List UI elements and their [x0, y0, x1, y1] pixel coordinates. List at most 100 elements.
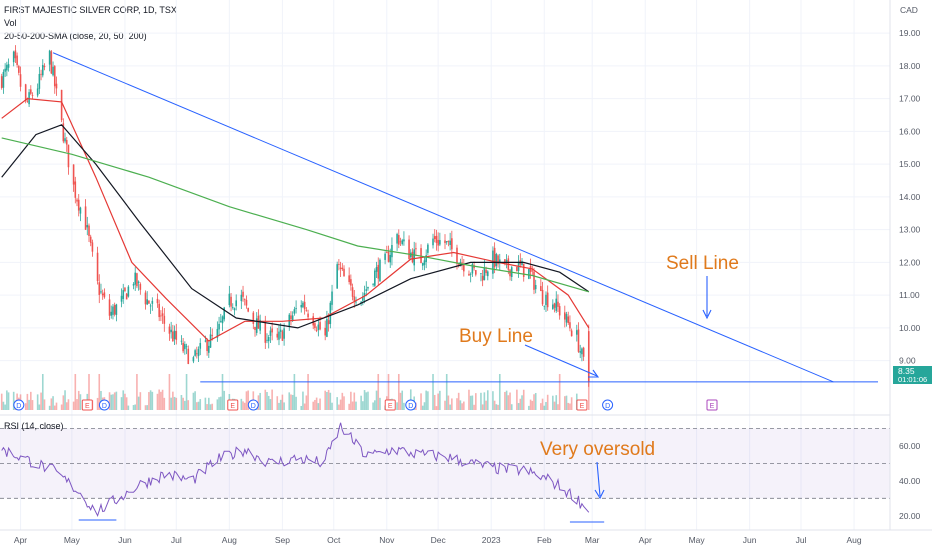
candle-body: [271, 328, 273, 333]
volume-bar: [341, 392, 344, 410]
volume-bar: [365, 392, 368, 410]
volume-bar: [132, 405, 135, 410]
volume-bar: [110, 394, 113, 410]
candle-body: [41, 64, 44, 76]
volume-bar: [242, 401, 244, 410]
candle-body: [425, 255, 427, 262]
candle-body: [208, 345, 210, 353]
candle-body: [341, 267, 344, 270]
volume-bar: [170, 397, 172, 410]
candle-body: [475, 270, 477, 275]
volume-bar: [516, 389, 518, 410]
candle-body: [384, 253, 386, 260]
candle-body: [6, 64, 8, 71]
volume-bar: [421, 405, 424, 410]
candle-body: [19, 74, 22, 87]
candle-body: [137, 281, 140, 284]
volume-bar: [303, 403, 306, 410]
candle-body: [132, 284, 135, 286]
volume-bar: [149, 390, 152, 410]
dividend-marker: D: [602, 399, 614, 411]
volume-bar: [463, 401, 465, 410]
volume-bar: [208, 397, 210, 410]
candle-body: [192, 357, 195, 362]
volume-bar: [151, 391, 154, 410]
candle-body: [211, 335, 214, 336]
volume-bar: [72, 401, 75, 410]
volume-bar: [505, 390, 508, 410]
candle-body: [558, 306, 561, 316]
candle-body: [255, 318, 258, 333]
candle-body: [79, 207, 82, 214]
volume-bar: [136, 374, 138, 410]
time-tick-label: Feb: [537, 535, 552, 545]
candle-body: [421, 263, 424, 266]
volume-bar: [53, 405, 56, 410]
candle-body: [103, 292, 106, 298]
volume-bar: [67, 399, 70, 410]
candle-body: [40, 73, 42, 75]
volume-bar: [319, 398, 321, 410]
candle-body: [18, 66, 20, 73]
volume-bar: [290, 394, 292, 410]
candle-body: [397, 235, 400, 245]
candle-body: [377, 264, 380, 279]
volume-bar: [148, 392, 150, 410]
candle-body: [336, 264, 338, 289]
dividend-badge: [405, 399, 417, 411]
candle-body: [553, 303, 556, 308]
volume-bar: [206, 404, 208, 410]
candle-body: [552, 304, 554, 310]
candle-body: [403, 239, 405, 242]
volume-bar: [41, 374, 44, 410]
candle-body: [112, 306, 114, 315]
candle-body: [160, 315, 162, 317]
candle-body: [0, 76, 3, 88]
candle-body: [278, 331, 280, 340]
volume-bar: [493, 400, 496, 410]
volume-bar: [211, 403, 214, 410]
volume-bar: [7, 392, 10, 410]
volume-bar: [194, 391, 196, 410]
candle-body: [432, 238, 434, 246]
volume-bar: [379, 397, 381, 410]
candle-body: [168, 326, 171, 334]
volume-bar: [161, 389, 164, 410]
volume-bar: [134, 404, 137, 410]
volume-bar: [374, 400, 376, 410]
dividend-badge: [247, 399, 259, 411]
time-tick-label: Apr: [639, 535, 652, 545]
candle-body: [469, 273, 472, 275]
candle-body: [86, 225, 89, 228]
volume-bar: [529, 399, 532, 410]
candle-body: [557, 301, 559, 307]
rsi-tick-label: 60.00: [899, 441, 921, 451]
candle-body: [327, 320, 330, 325]
candle-body: [187, 348, 190, 364]
candle-body: [495, 253, 498, 266]
volume-bar: [216, 399, 219, 410]
price-tick-label: 10.00: [899, 323, 921, 333]
volume-bar: [192, 392, 195, 410]
volume-bar: [158, 389, 160, 410]
volume-bar: [521, 395, 523, 410]
candle-body: [534, 285, 537, 290]
volume-bar: [481, 404, 484, 410]
volume-bar: [543, 405, 546, 410]
candle-body: [96, 252, 99, 282]
volume-bar: [0, 393, 3, 410]
volume-bar: [96, 397, 99, 410]
volume-bar: [456, 398, 458, 410]
price-tick-label: 14.00: [899, 192, 921, 202]
candle-body: [445, 241, 448, 243]
volume-bar: [182, 397, 184, 410]
time-tick-label: Oct: [327, 535, 341, 545]
candle-body: [372, 283, 374, 285]
volume-bar: [108, 392, 111, 410]
volume-bar: [26, 393, 29, 410]
volume-bar: [315, 397, 318, 410]
earnings-badge: [576, 399, 588, 411]
volume-bar: [498, 374, 501, 410]
